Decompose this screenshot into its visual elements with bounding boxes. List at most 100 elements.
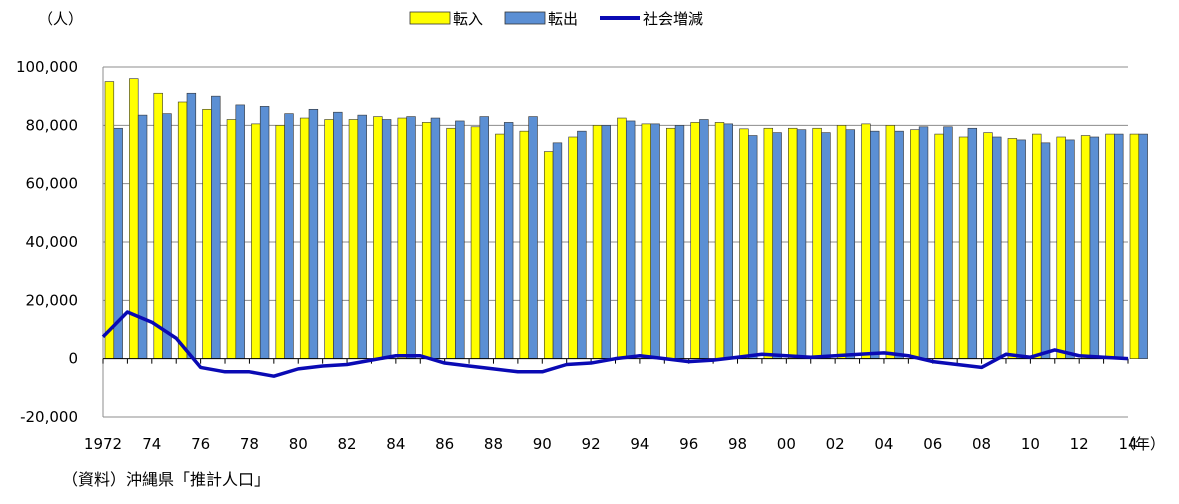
x-tick-label: 10 [1021,435,1040,453]
bar-転入 [421,122,432,359]
bar-転出 [870,130,880,359]
x-tick-label: 1972 [84,435,122,453]
bar-転入 [836,125,847,359]
bar-転入 [763,127,774,359]
bar-転入 [1129,133,1140,359]
bar-転入 [324,119,334,359]
bar-転入 [1007,138,1018,359]
bar-転出 [308,108,319,359]
legend-swatch-転入 [409,11,451,25]
bar-転出 [674,125,685,359]
bar-転出 [528,116,538,359]
bar-転入 [153,92,163,359]
bar-転出 [503,122,514,359]
bar-転入 [470,126,481,359]
x-tick-label: 80 [289,435,308,453]
x-tick-label: 08 [972,435,991,453]
bar-転入 [666,127,676,359]
bar-転出 [235,104,245,359]
bar-転出 [1138,133,1148,359]
line-社会増減 [101,310,1129,378]
x-tick-label: 84 [386,435,405,453]
bar-転入 [983,132,993,359]
x-tick-label: 06 [923,435,942,453]
bar-転入 [788,127,798,359]
y-tick-label: 60,000 [26,175,79,193]
x-tick-label: 04 [874,435,893,453]
bar-転出 [723,123,733,359]
bar-転出 [943,126,953,359]
bar-転入 [446,127,456,359]
bar-転出 [1114,133,1124,359]
x-tick-labels: 1972 74 76 78 80 82 84 86 88 90 92 94 96 98 00 02 04 06 08… [84,435,1138,453]
bar-転入 [104,81,115,359]
x-tick-label: 12 [1070,435,1089,453]
legend-label-転入: 転入 [453,10,483,28]
bar-転出 [137,114,148,359]
bar-転入 [226,119,237,359]
bar-転入 [1105,133,1115,359]
bar-転出 [430,117,441,359]
bar-転出 [381,119,392,359]
y-tick-label: 20,000 [26,291,79,309]
bar-転入 [885,125,896,359]
x-tick-label: 14 [1118,435,1137,453]
bar-転入 [348,119,359,359]
x-tick-label: 92 [582,435,601,453]
bar-転出 [259,106,270,359]
bar-転出 [772,132,782,359]
y-tick-label: 0 [68,350,78,368]
bar-転入 [1056,136,1066,359]
bar-転出 [455,120,465,359]
x-tick-label: 74 [142,435,161,453]
bar-転出 [186,92,197,359]
bar-転入 [177,101,188,359]
bar-転入 [397,117,407,359]
bar-転入 [275,125,285,359]
bar-転出 [1040,142,1051,359]
bar-転入 [373,116,383,359]
x-tick-label: 98 [728,435,747,453]
x-tick-label: 82 [338,435,357,453]
bar-転出 [552,142,563,359]
bar-転入 [1032,133,1042,359]
legend-label-社会増減: 社会増減 [643,10,703,28]
bar-転入 [1080,135,1091,359]
x-unit-label: （年） [1120,435,1165,453]
bar-転入 [592,125,603,359]
bar-転出 [796,129,807,359]
x-tick-label: 78 [240,435,259,453]
bar-転入 [739,128,749,359]
y-tick-labels: -20,000 0 20,000 40,000 60,000 80,000 100,000 [16,58,78,426]
x-tick-label: 02 [826,435,845,453]
bar-転出 [333,111,343,359]
bar-転出 [1065,139,1075,359]
y-tick-label: 80,000 [26,116,79,134]
x-tick-label: 76 [191,435,210,453]
bar-転出 [992,136,1002,359]
bar-転入 [861,123,871,359]
bar-転入 [495,133,505,359]
source-note: （資料）沖縄県「推計人口」 [62,470,271,489]
y-tick-label: 40,000 [26,233,79,251]
x-tick-label: 00 [777,435,796,453]
y-unit-label: （人） [38,10,83,28]
bar-転出 [748,135,758,359]
bar-転出 [601,125,611,359]
x-tick-label: 88 [484,435,503,453]
bar-転出 [650,123,660,359]
bars [104,78,1148,359]
bar-転入 [641,123,651,359]
bar-転入 [910,129,920,359]
x-tick-label: 86 [435,435,454,453]
x-tick-label: 94 [630,435,649,453]
bar-転出 [577,130,587,359]
legend-label-転出: 転出 [548,10,578,28]
bar-転入 [958,136,969,359]
y-tick-label: -20,000 [20,408,78,426]
x-tick-label: 96 [679,435,698,453]
bar-転出 [479,116,489,359]
bar-転出 [357,114,367,359]
bar-転出 [894,130,904,359]
